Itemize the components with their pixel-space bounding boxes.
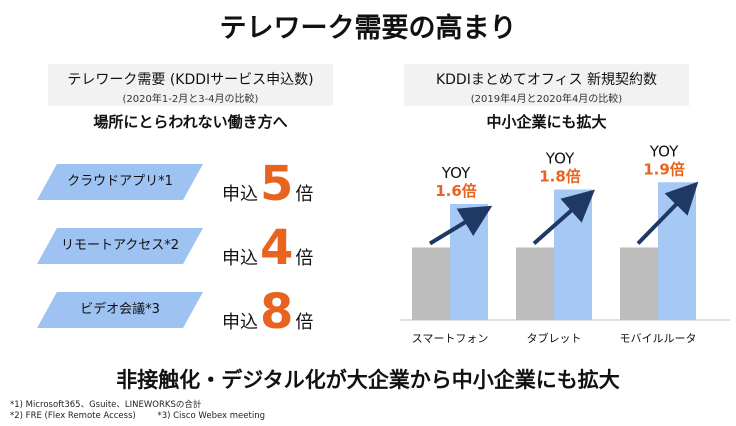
yoy-value: 1.6倍 <box>435 182 477 200</box>
left-panel-header: テレワーク需要 (KDDIサービス申込数) (2020年1-2月と3-4月の比較… <box>48 64 333 106</box>
right-panel-tagline: 中小企業にも拡大 <box>486 113 607 131</box>
left-panel-subheading: (2020年1-2月と3-4月の比較) <box>122 94 259 105</box>
multiplier-prefix: 申込 <box>222 312 258 333</box>
bar-baseline <box>516 247 554 320</box>
multiplier-suffix: 倍 <box>295 248 314 269</box>
footnote: *2) FRE (Flex Remote Access) *3) Cisco W… <box>10 411 265 421</box>
left-panel-tagline: 場所にとらわれない働き方へ <box>93 113 288 131</box>
yoy-value: 1.8倍 <box>539 168 581 186</box>
item-label-video: ビデオ会議*3 <box>80 302 160 317</box>
item-shape-video <box>37 292 203 328</box>
growth-arrow <box>636 181 699 245</box>
bar-baseline <box>412 247 450 320</box>
multiplier-remote: 申込 4 倍 <box>222 224 313 274</box>
category-label: モバイルルータ <box>620 332 697 345</box>
multiplier-suffix: 倍 <box>295 184 314 205</box>
left-panel-heading: テレワーク需要 (KDDIサービス申込数) <box>67 72 314 88</box>
page-title: テレワーク需要の高まり <box>219 13 517 44</box>
bar-baseline <box>620 247 658 320</box>
multiplier-prefix: 申込 <box>222 248 258 269</box>
right-panel-subheading: (2019年4月と2020年4月の比較) <box>470 94 623 105</box>
yoy-label: YOY <box>545 150 575 168</box>
right-panel-header: KDDIまとめてオフィス 新規契約数 (2019年4月と2020年4月の比較) <box>404 64 689 106</box>
yoy-label: YOY <box>441 164 471 182</box>
multiplier-prefix: 申込 <box>222 184 258 205</box>
multiplier-value: 4 <box>260 220 294 276</box>
multiplier-value: 8 <box>260 284 294 340</box>
category-label: タブレット <box>527 331 582 345</box>
item-shape-remote <box>37 228 203 264</box>
multiplier-suffix: 倍 <box>295 312 314 333</box>
item-shape-cloud <box>37 164 203 200</box>
multiplier-cloud: 申込 5 倍 <box>222 160 313 210</box>
item-label-cloud: クラウドアプリ*1 <box>67 174 173 189</box>
bottom-message: 非接触化・デジタル化が大企業から中小企業にも拡大 <box>116 368 620 392</box>
multiplier-value: 5 <box>260 156 294 212</box>
right-panel-heading: KDDIまとめてオフィス 新規契約数 <box>435 72 658 88</box>
multiplier-video: 申込 8 倍 <box>222 288 313 338</box>
item-label-remote: リモートアクセス*2 <box>60 238 180 253</box>
yoy-label: YOY <box>649 142 679 160</box>
category-label: スマートフォン <box>412 332 489 345</box>
growth-arrow <box>428 205 493 246</box>
footnote: *1) Microsoft365、Gsuite、LINEWORKSの合計 <box>10 400 202 410</box>
yoy-value: 1.9倍 <box>643 160 685 178</box>
growth-arrow <box>532 189 595 245</box>
